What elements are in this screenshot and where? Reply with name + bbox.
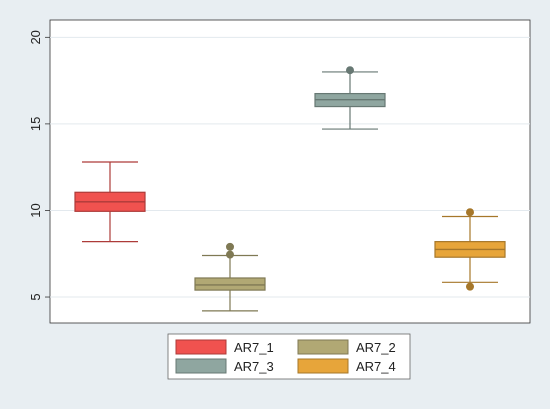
box-ar7-1: [74, 161, 146, 243]
iqr-box: [194, 277, 266, 291]
legend-label: AR7_2: [356, 340, 396, 355]
box-ar7-4: [434, 208, 506, 291]
y-axis: 5 10 15 20: [28, 30, 50, 301]
legend-label: AR7_1: [234, 340, 274, 355]
legend-swatch-ar7-1: [175, 339, 227, 355]
outlier-point: [466, 282, 474, 291]
y-tick-label: 15: [28, 117, 43, 131]
box-ar7-2: [194, 242, 266, 312]
legend-label: AR7_3: [234, 359, 274, 374]
box-ar7-3: [314, 66, 386, 130]
legend-swatch-ar7-3: [175, 358, 227, 374]
outlier-point: [466, 208, 474, 217]
legend-swatch-ar7-4: [297, 358, 349, 374]
outlier-point: [226, 242, 234, 251]
legend-swatch-ar7-2: [297, 339, 349, 355]
outlier-point: [226, 250, 234, 259]
y-tick-label: 20: [28, 30, 43, 44]
plot-area: [49, 19, 531, 324]
boxes: [74, 66, 506, 312]
legend-label: AR7_4: [356, 359, 396, 374]
y-tick-label: 5: [28, 293, 43, 300]
y-tick-label: 10: [28, 203, 43, 217]
legend: AR7_1 AR7_2 AR7_3 AR7_4: [167, 333, 411, 380]
outlier-point: [346, 66, 354, 75]
